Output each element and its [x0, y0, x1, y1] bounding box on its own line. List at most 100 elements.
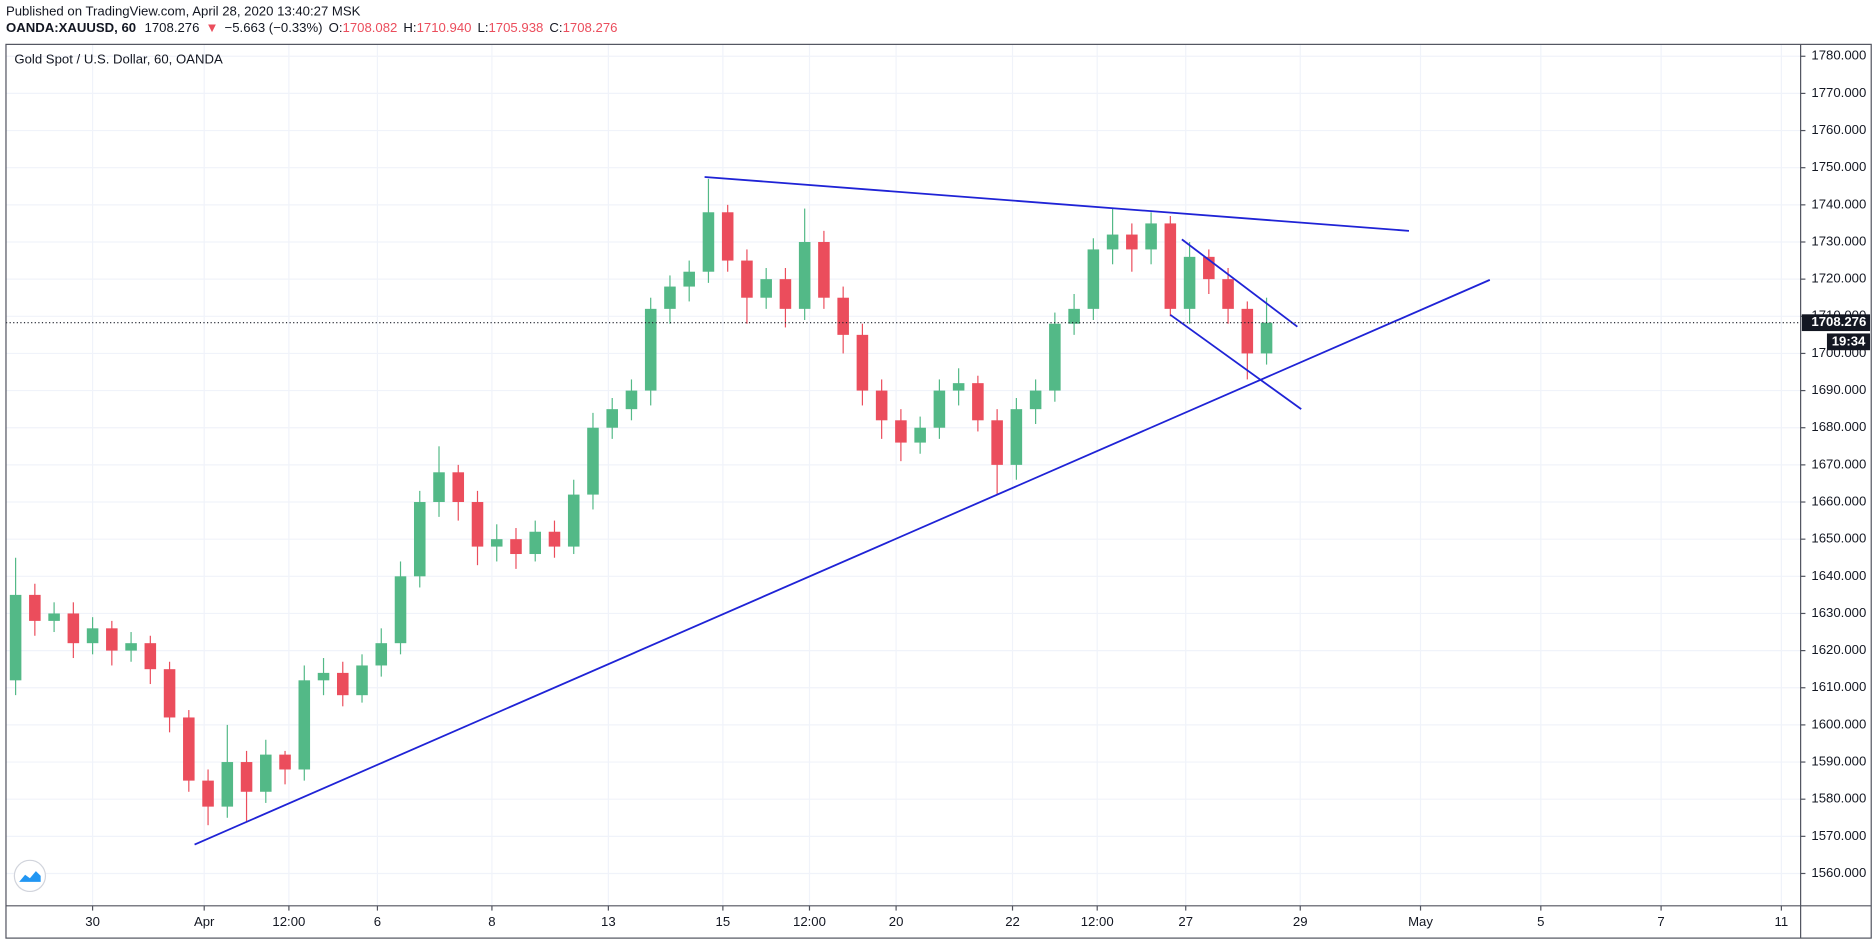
x-tick-label: May: [1408, 914, 1433, 929]
candle-body: [1222, 279, 1234, 309]
candle-body: [972, 383, 984, 421]
candle-body: [529, 531, 542, 555]
trendline: [1181, 238, 1298, 328]
x-tick-label: 22: [1005, 914, 1020, 929]
countdown-box: [1826, 333, 1871, 351]
candle-body: [86, 628, 99, 644]
plot: [5, 176, 1801, 846]
y-tick-label: 1620.000: [1811, 642, 1866, 657]
symbol: OANDA:XAUUSD, 60: [6, 20, 136, 35]
candle-body: [471, 502, 484, 547]
candle-body: [1029, 390, 1042, 410]
y-tick-label: 1740.000: [1811, 196, 1866, 211]
candle-body: [798, 241, 811, 309]
candle-body: [760, 279, 772, 298]
candle-body: [721, 212, 734, 261]
change: −5.663 (−0.33%): [225, 20, 323, 35]
candle-body: [163, 669, 176, 718]
x-tick-label: 27: [1178, 914, 1193, 929]
candle-body: [1010, 409, 1023, 465]
last: 1708.276: [145, 20, 200, 35]
y-tick-label: 1760.000: [1811, 122, 1866, 137]
candle-body: [125, 643, 137, 651]
l-label: L:: [478, 20, 489, 35]
y-tick-label: 1610.000: [1811, 679, 1866, 694]
candle-body: [29, 594, 41, 621]
trendline: [1169, 314, 1302, 410]
candle-body: [1183, 256, 1196, 309]
h-label: H:: [403, 20, 416, 35]
candle-body: [741, 260, 753, 298]
arrow: ▼: [205, 20, 218, 35]
candle-body: [394, 576, 407, 644]
o-value: 1708.082: [343, 20, 398, 35]
candle-body: [1260, 322, 1273, 354]
symbol-line: OANDA:XAUUSD, 60 1708.276 ▼ −5.663 (−0.3…: [6, 20, 617, 35]
candle-body: [1203, 256, 1215, 280]
candle-body: [1145, 223, 1157, 250]
x-tick-label: 11: [1775, 914, 1789, 929]
candle-body: [9, 594, 22, 681]
axes: 1560.000 1570.000 1580.000 1590.000 1600.000…: [85, 48, 1871, 929]
chart-title: Gold Spot / U.S. Dollar, 60, OANDA: [14, 51, 223, 66]
x-tick-label: 12:00: [1081, 914, 1114, 929]
candle-body: [933, 390, 946, 428]
x-tick-label: 7: [1657, 914, 1664, 929]
y-tick-label: 1690.000: [1811, 382, 1866, 397]
candle-body: [260, 754, 272, 792]
y-tick-label: 1590.000: [1811, 754, 1866, 769]
x-tick-label: 5: [1537, 914, 1544, 929]
y-tick-label: 1680.000: [1811, 419, 1866, 434]
candle-body: [202, 780, 214, 807]
y-tick-label: 1730.000: [1811, 233, 1866, 248]
l-value: 1705.938: [488, 20, 543, 35]
o-label: O:: [329, 20, 343, 35]
candle-body: [1126, 234, 1138, 250]
candle-body: [452, 472, 465, 503]
y-tick-label: 1750.000: [1811, 159, 1866, 174]
countdown: 19:34: [1832, 333, 1866, 348]
y-tick-label: 1660.000: [1811, 493, 1866, 508]
candle-body: [664, 286, 676, 309]
x-tick-label: 12:00: [793, 914, 826, 929]
candle-body: [1068, 308, 1080, 324]
candle-body: [837, 297, 849, 335]
candle-body: [317, 672, 330, 681]
published-note: Published on TradingView.com, April 28, …: [6, 4, 361, 19]
candle-body: [48, 613, 60, 621]
candle-body: [856, 334, 869, 391]
logo-circle: [13, 859, 47, 893]
candle-body: [1241, 308, 1254, 354]
candle-body: [375, 643, 388, 666]
candle-body: [567, 494, 580, 547]
y-tick-label: 1580.000: [1811, 791, 1866, 806]
candle-body: [875, 390, 888, 421]
candle-body: [240, 762, 253, 792]
x-tick-label: 6: [374, 914, 381, 929]
x-tick-label: 30: [85, 914, 100, 929]
logo-icon: [19, 871, 41, 882]
candle-body: [144, 643, 157, 670]
candle-body: [1106, 234, 1119, 250]
y-tick-label: 1570.000: [1811, 828, 1866, 843]
y-tick-label: 1560.000: [1811, 865, 1866, 880]
y-tick-label: 1670.000: [1811, 456, 1866, 471]
x-tick-label: 20: [889, 914, 904, 929]
candle-body: [413, 502, 426, 577]
candle-body: [606, 409, 618, 428]
logo: [13, 859, 47, 893]
candle-body: [625, 390, 638, 410]
candle-body: [490, 539, 503, 547]
candle-body: [895, 420, 907, 443]
candle-body: [337, 672, 349, 696]
candle-body: [433, 472, 445, 503]
candle-body: [67, 613, 80, 644]
x-tick-label: 29: [1293, 914, 1308, 929]
c-value: 1708.276: [563, 20, 618, 35]
candle-body: [548, 531, 561, 547]
candle-body: [510, 539, 522, 555]
candle-body: [914, 427, 926, 443]
candle-body: [221, 762, 234, 807]
